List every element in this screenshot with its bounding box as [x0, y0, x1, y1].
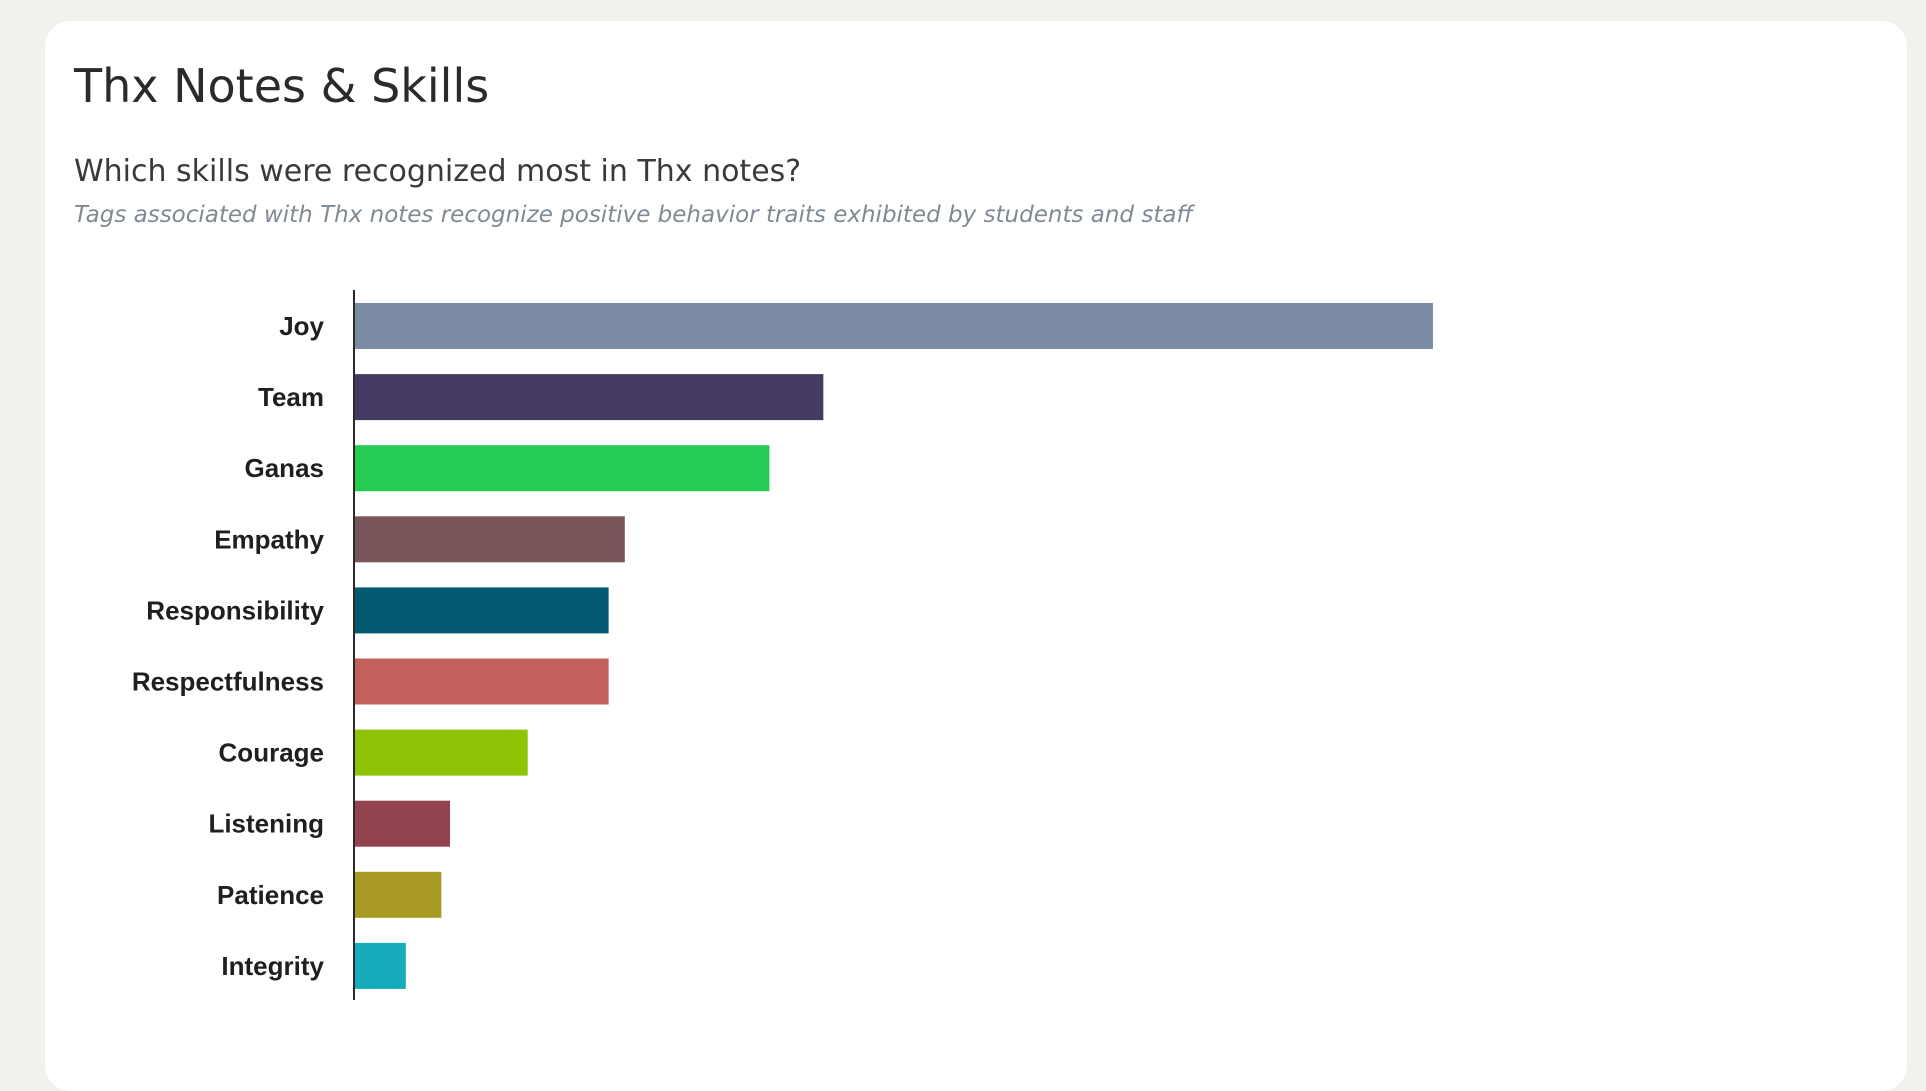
- chart-subtitle: Tags associated with Thx notes recognize…: [74, 202, 1194, 228]
- category-label-listening: Listening: [208, 809, 324, 839]
- category-label-responsibility: Responsibility: [146, 595, 324, 625]
- bar-integrity: [354, 942, 406, 989]
- category-label-integrity: Integrity: [221, 951, 324, 981]
- bar-respectfulness: [354, 658, 609, 705]
- bar-joy: [354, 303, 1433, 349]
- bar-team: [354, 374, 824, 421]
- bar-ganas: [354, 445, 770, 492]
- category-label-courage: Courage: [219, 738, 324, 768]
- chart-question: Which skills were recognized most in Thx…: [74, 154, 802, 189]
- category-label-ganas: Ganas: [245, 453, 325, 483]
- bar-empathy: [354, 516, 625, 563]
- bar-patience: [354, 871, 442, 918]
- card-title: Thx Notes & Skills: [74, 59, 490, 113]
- category-label-respectfulness: Respectfulness: [132, 667, 324, 697]
- bar-listening: [354, 800, 451, 847]
- bar-chart: Joy Team Ganas Empathy Responsibility Respect…: [132, 290, 1433, 1000]
- bar-responsibility: [354, 587, 609, 634]
- category-label-patience: Patience: [217, 880, 324, 910]
- category-label-team: Team: [258, 382, 324, 412]
- category-label-empathy: Empathy: [214, 524, 324, 554]
- category-label-joy: Joy: [279, 311, 324, 341]
- bar-courage: [354, 729, 528, 776]
